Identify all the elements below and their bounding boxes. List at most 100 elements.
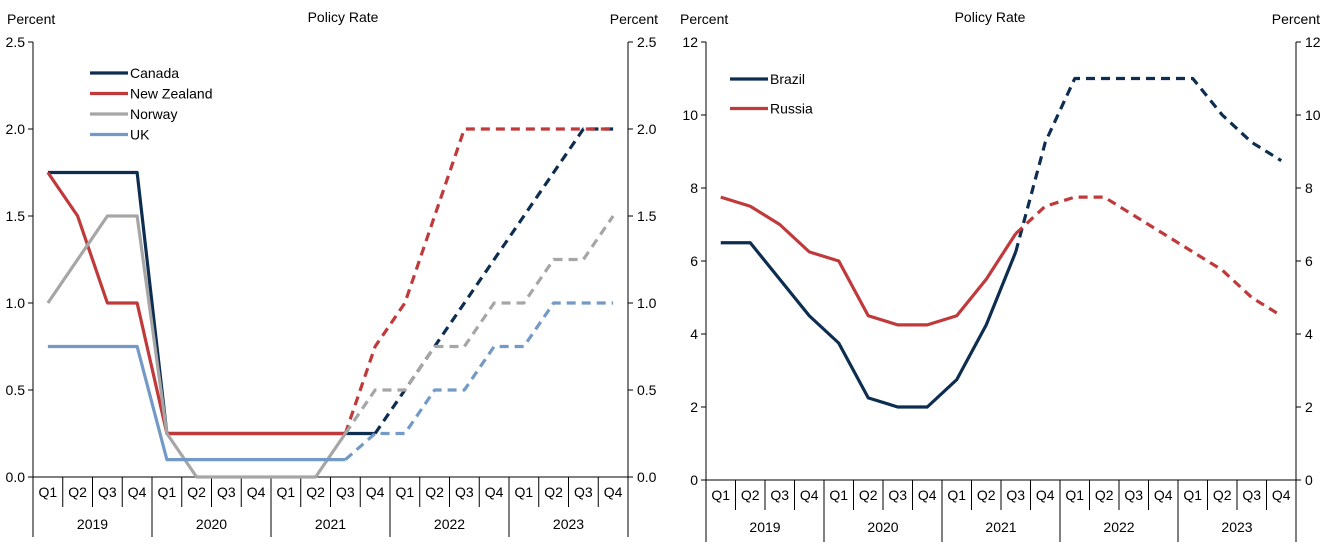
y-tick-label-left: 1.5 xyxy=(6,208,26,224)
y-tick-label-left: 6 xyxy=(690,253,698,269)
x-tick-label-year: 2023 xyxy=(553,516,584,532)
y-tick-label-right: 1.0 xyxy=(637,295,657,311)
y-tick-label-right: 8 xyxy=(1305,180,1313,196)
series-line-forecast xyxy=(1014,195,1283,318)
x-tick-label-quarter: Q2 xyxy=(425,484,444,500)
x-tick-label-quarter: Q4 xyxy=(800,487,819,503)
x-tick-label-quarter: Q2 xyxy=(741,487,760,503)
x-tick-label-quarter: Q3 xyxy=(217,484,236,500)
x-tick-label-quarter: Q1 xyxy=(829,487,848,503)
x-tick-label-year: 2022 xyxy=(434,516,465,532)
x-tick-label-quarter: Q3 xyxy=(336,484,355,500)
series-line-actual xyxy=(47,344,346,462)
x-tick-label-quarter: Q3 xyxy=(1006,487,1025,503)
y-tick-label-left: 12 xyxy=(682,34,698,50)
y-tick-label-left: 1.0 xyxy=(6,295,26,311)
legend-label: New Zealand xyxy=(130,86,213,102)
x-tick-label-year: 2021 xyxy=(315,516,346,532)
x-tick-label-quarter: Q1 xyxy=(39,484,58,500)
x-tick-label-quarter: Q3 xyxy=(455,484,474,500)
series-line-forecast xyxy=(344,301,614,461)
legend-label: Brazil xyxy=(770,71,805,87)
y-tick-label-right: 4 xyxy=(1305,326,1313,342)
x-tick-label-quarter: Q4 xyxy=(1272,487,1291,503)
y-tick-label-left: 0 xyxy=(690,472,698,488)
x-tick-label-quarter: Q3 xyxy=(574,484,593,500)
x-tick-label-quarter: Q3 xyxy=(1124,487,1143,503)
y-axis-label-left: Percent xyxy=(680,11,728,27)
series-line-actual xyxy=(46,214,347,479)
x-tick-label-quarter: Q3 xyxy=(98,484,117,500)
x-tick-label-year: 2021 xyxy=(985,519,1016,535)
series-line-actual xyxy=(720,195,1018,327)
series-line-actual xyxy=(46,171,346,436)
series-line-forecast xyxy=(373,127,614,435)
y-tick-label-left: 0.5 xyxy=(6,382,26,398)
legend-label: UK xyxy=(130,127,150,143)
x-tick-label-quarter: Q1 xyxy=(158,484,177,500)
chart-panel-1: Policy Rate Percent Percent 0.0 0.0 0.5 0.5 1.0… xyxy=(6,9,658,537)
y-tick-label-left: 8 xyxy=(690,180,698,196)
series-line-actual xyxy=(47,170,376,436)
x-tick-label-quarter: Q2 xyxy=(1213,487,1232,503)
x-tick-label-quarter: Q1 xyxy=(711,487,730,503)
x-tick-label-quarter: Q4 xyxy=(366,484,385,500)
y-axis-label-left: Percent xyxy=(7,11,55,27)
y-tick-label-right: 0 xyxy=(1305,472,1313,488)
y-tick-label-left: 2 xyxy=(690,399,698,415)
y-tick-label-right: 6 xyxy=(1305,253,1313,269)
x-tick-label-year: 2019 xyxy=(77,516,108,532)
x-tick-label-quarter: Q1 xyxy=(396,484,415,500)
y-axis-label-right: Percent xyxy=(1272,11,1320,27)
x-tick-label-quarter: Q1 xyxy=(947,487,966,503)
x-tick-label-quarter: Q2 xyxy=(68,484,87,500)
x-tick-label-quarter: Q1 xyxy=(1065,487,1084,503)
y-tick-label-left: 2.5 xyxy=(6,34,26,50)
chart-panel-2: Policy Rate Percent Percent 0 0 2 2 4 4 6 6 8 8 10 10 1… xyxy=(680,9,1321,542)
x-tick-label-quarter: Q2 xyxy=(306,484,325,500)
x-tick-label-quarter: Q4 xyxy=(604,484,623,500)
x-tick-label-quarter: Q2 xyxy=(1095,487,1114,503)
x-tick-label-quarter: Q3 xyxy=(888,487,907,503)
y-axis-label-right: Percent xyxy=(610,11,658,27)
x-tick-label-quarter: Q4 xyxy=(1036,487,1055,503)
x-tick-label-quarter: Q4 xyxy=(128,484,147,500)
y-tick-label-right: 1.5 xyxy=(637,208,657,224)
series-line-forecast xyxy=(344,215,615,435)
chart-title: Policy Rate xyxy=(308,9,379,25)
y-tick-label-right: 12 xyxy=(1305,34,1321,50)
x-tick-label-quarter: Q2 xyxy=(977,487,996,503)
x-tick-label-quarter: Q2 xyxy=(859,487,878,503)
legend-label: Norway xyxy=(130,106,177,122)
x-tick-label-quarter: Q4 xyxy=(485,484,504,500)
series-line-actual xyxy=(720,241,1018,409)
x-tick-label-quarter: Q1 xyxy=(515,484,534,500)
chart-title: Policy Rate xyxy=(955,9,1026,25)
y-tick-label-left: 2.0 xyxy=(6,121,26,137)
y-tick-label-right: 10 xyxy=(1305,107,1321,123)
series-line-forecast xyxy=(1014,76,1283,253)
y-tick-label-right: 0.5 xyxy=(637,382,657,398)
x-tick-label-quarter: Q4 xyxy=(247,484,266,500)
y-tick-label-right: 2 xyxy=(1305,399,1313,415)
x-tick-label-year: 2019 xyxy=(749,519,780,535)
x-tick-label-quarter: Q3 xyxy=(1242,487,1261,503)
y-tick-label-left: 10 xyxy=(682,107,698,123)
x-tick-label-year: 2023 xyxy=(1221,519,1252,535)
x-tick-label-quarter: Q2 xyxy=(187,484,206,500)
legend-label: Canada xyxy=(130,65,179,81)
y-tick-label-right: 0.0 xyxy=(637,469,657,485)
x-tick-label-year: 2020 xyxy=(196,516,227,532)
y-tick-label-right: 2.0 xyxy=(637,121,657,137)
legend-label: Russia xyxy=(770,101,813,117)
y-tick-label-right: 2.5 xyxy=(637,34,657,50)
x-tick-label-quarter: Q1 xyxy=(1183,487,1202,503)
x-tick-label-year: 2022 xyxy=(1103,519,1134,535)
x-tick-label-quarter: Q1 xyxy=(277,484,296,500)
x-tick-label-year: 2020 xyxy=(867,519,898,535)
x-tick-label-quarter: Q2 xyxy=(544,484,563,500)
y-tick-label-left: 4 xyxy=(690,326,698,342)
x-tick-label-quarter: Q4 xyxy=(1154,487,1173,503)
x-tick-label-quarter: Q4 xyxy=(918,487,937,503)
